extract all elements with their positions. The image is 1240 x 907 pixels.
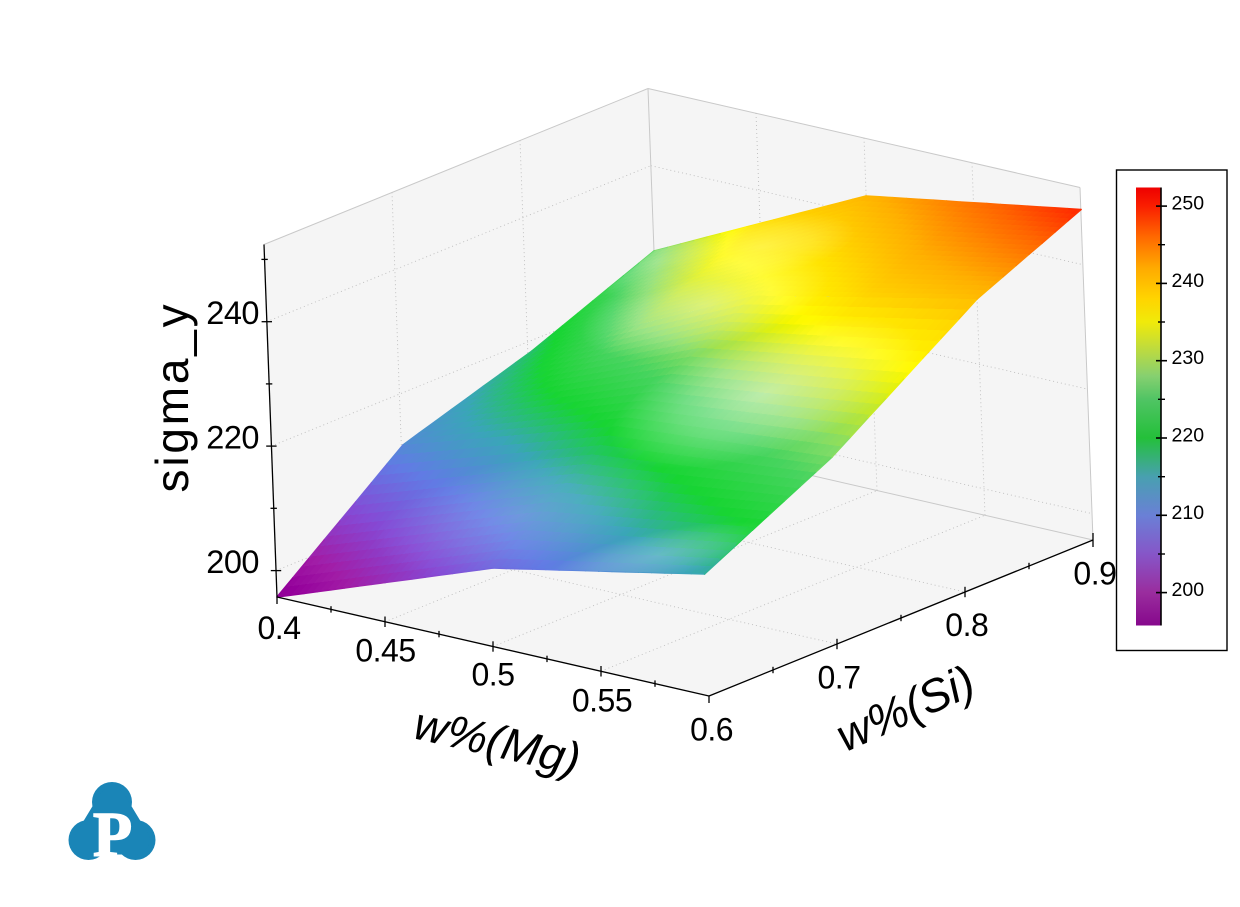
svg-text:240: 240 [1172,270,1205,292]
svg-text:220: 220 [206,419,259,455]
svg-text:200: 200 [1172,579,1205,601]
svg-text:0.4: 0.4 [258,610,301,646]
svg-text:250: 250 [1172,193,1205,215]
svg-text:0.8: 0.8 [945,607,988,643]
svg-text:P: P [93,799,132,870]
svg-text:0.45: 0.45 [355,633,415,669]
svg-text:sigma_y: sigma_y [146,302,198,493]
svg-text:220: 220 [1172,425,1205,447]
svg-text:210: 210 [1172,502,1205,524]
svg-text:0.6: 0.6 [690,712,733,748]
svg-text:0.7: 0.7 [818,659,861,695]
svg-text:200: 200 [206,544,259,580]
svg-text:0.5: 0.5 [472,657,515,693]
svg-text:0.55: 0.55 [572,683,632,719]
svg-text:230: 230 [1172,347,1205,369]
svg-text:0.9: 0.9 [1073,556,1116,592]
svg-text:240: 240 [206,295,259,331]
